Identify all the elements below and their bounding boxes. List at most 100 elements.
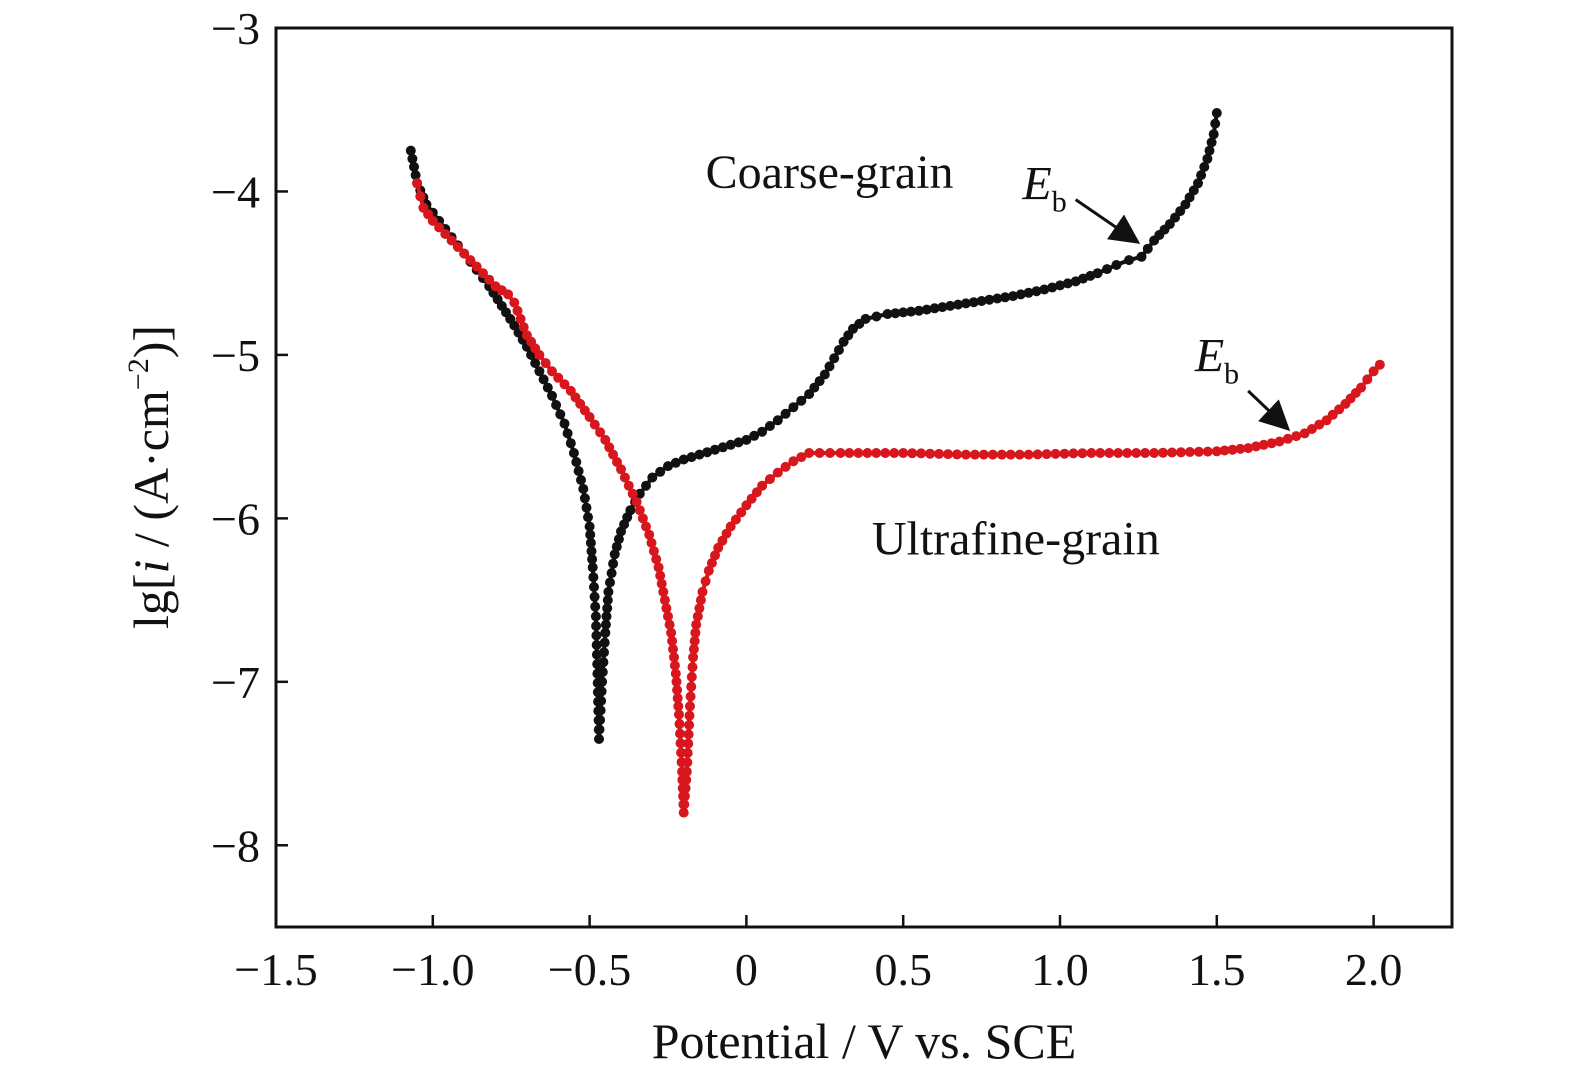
data-point (675, 738, 686, 749)
data-point (925, 448, 936, 459)
x-axis-ticks: −1.5 −1.0 −0.5 0 0.5 1.0 1.5 2.0 (234, 915, 1402, 995)
data-point (697, 586, 708, 597)
data-point (600, 434, 611, 445)
data-point (668, 644, 678, 655)
eb-marker: Eb (1021, 158, 1141, 244)
data-point (804, 448, 815, 458)
data-point (679, 799, 690, 810)
data-point (405, 145, 416, 156)
data-point (833, 345, 844, 355)
data-point (788, 402, 799, 413)
data-point (666, 627, 677, 638)
data-point (1202, 446, 1213, 457)
data-point (599, 637, 610, 648)
data-point (682, 748, 693, 758)
series-layer (405, 107, 1385, 818)
data-point (658, 586, 669, 597)
data-point (1059, 448, 1070, 459)
series-annotation: Coarse-grain (706, 146, 954, 199)
data-point (589, 419, 600, 430)
data-point (608, 558, 619, 569)
x-tick-label: 1.5 (1188, 944, 1246, 995)
data-point (1015, 289, 1026, 300)
data-point (673, 701, 684, 712)
data-point (600, 619, 611, 630)
data-point (1068, 448, 1079, 459)
data-point (969, 449, 980, 460)
data-point (984, 294, 995, 305)
data-point (1204, 145, 1215, 156)
data-point (960, 449, 971, 460)
data-point (1023, 449, 1034, 460)
data-point (603, 586, 614, 597)
data-point (906, 306, 916, 317)
data-point (890, 308, 901, 319)
data-point (1095, 448, 1106, 458)
data-point (518, 322, 529, 333)
data-point (568, 448, 579, 458)
data-point (512, 305, 523, 316)
data-point (608, 449, 619, 460)
data-point (916, 448, 927, 459)
data-point (559, 379, 570, 390)
data-point (465, 255, 476, 266)
data-point (880, 448, 891, 458)
data-point (968, 297, 979, 308)
data-point (591, 621, 602, 631)
data-point (659, 595, 670, 606)
data-point (736, 507, 747, 518)
data-point (669, 652, 679, 663)
data-point (749, 430, 760, 441)
data-point (1055, 280, 1065, 291)
series-ultrafine-grain (412, 178, 1385, 818)
data-point (700, 576, 711, 587)
data-point (623, 480, 634, 491)
data-point (780, 408, 791, 419)
y-tick-label: −5 (211, 330, 260, 381)
data-point (459, 248, 470, 259)
data-point (1032, 449, 1043, 460)
data-point (627, 488, 638, 499)
data-point (1142, 243, 1153, 254)
data-point (576, 475, 586, 485)
data-point (540, 358, 551, 369)
data-point (1211, 107, 1222, 118)
data-point (655, 466, 666, 477)
data-point (597, 667, 608, 677)
data-point (825, 448, 835, 458)
y-tick-label: −6 (211, 493, 260, 544)
data-point (796, 395, 807, 406)
y-axis-title-post: )] (123, 325, 179, 358)
data-point (583, 512, 593, 523)
data-point (484, 274, 495, 285)
data-point (606, 568, 617, 579)
series-annotation: Ultrafine-grain (872, 512, 1160, 565)
data-point (686, 681, 697, 692)
data-point (598, 657, 609, 668)
eb-arrow (1247, 389, 1291, 431)
data-point (547, 390, 557, 401)
y-axis-title-sup: −2 (122, 358, 155, 390)
y-axis-title-pre: lg[ (123, 573, 179, 629)
data-point (674, 719, 685, 729)
data-point (542, 382, 553, 393)
data-point (978, 449, 989, 460)
data-point (772, 415, 783, 426)
data-point (1219, 445, 1230, 456)
data-point (681, 766, 692, 777)
data-point (976, 296, 987, 306)
data-point (619, 472, 630, 483)
data-point (1113, 448, 1124, 458)
x-tick-label: 0.5 (874, 944, 932, 995)
y-tick-label: −7 (211, 657, 260, 708)
data-point (1193, 446, 1204, 457)
data-point (1314, 419, 1325, 430)
data-point (1008, 291, 1018, 302)
data-point (595, 705, 606, 716)
data-point (929, 303, 940, 314)
data-point (688, 652, 699, 663)
data-point (1206, 137, 1217, 148)
data-point (551, 400, 562, 410)
data-point (741, 434, 752, 445)
data-point (595, 427, 606, 438)
